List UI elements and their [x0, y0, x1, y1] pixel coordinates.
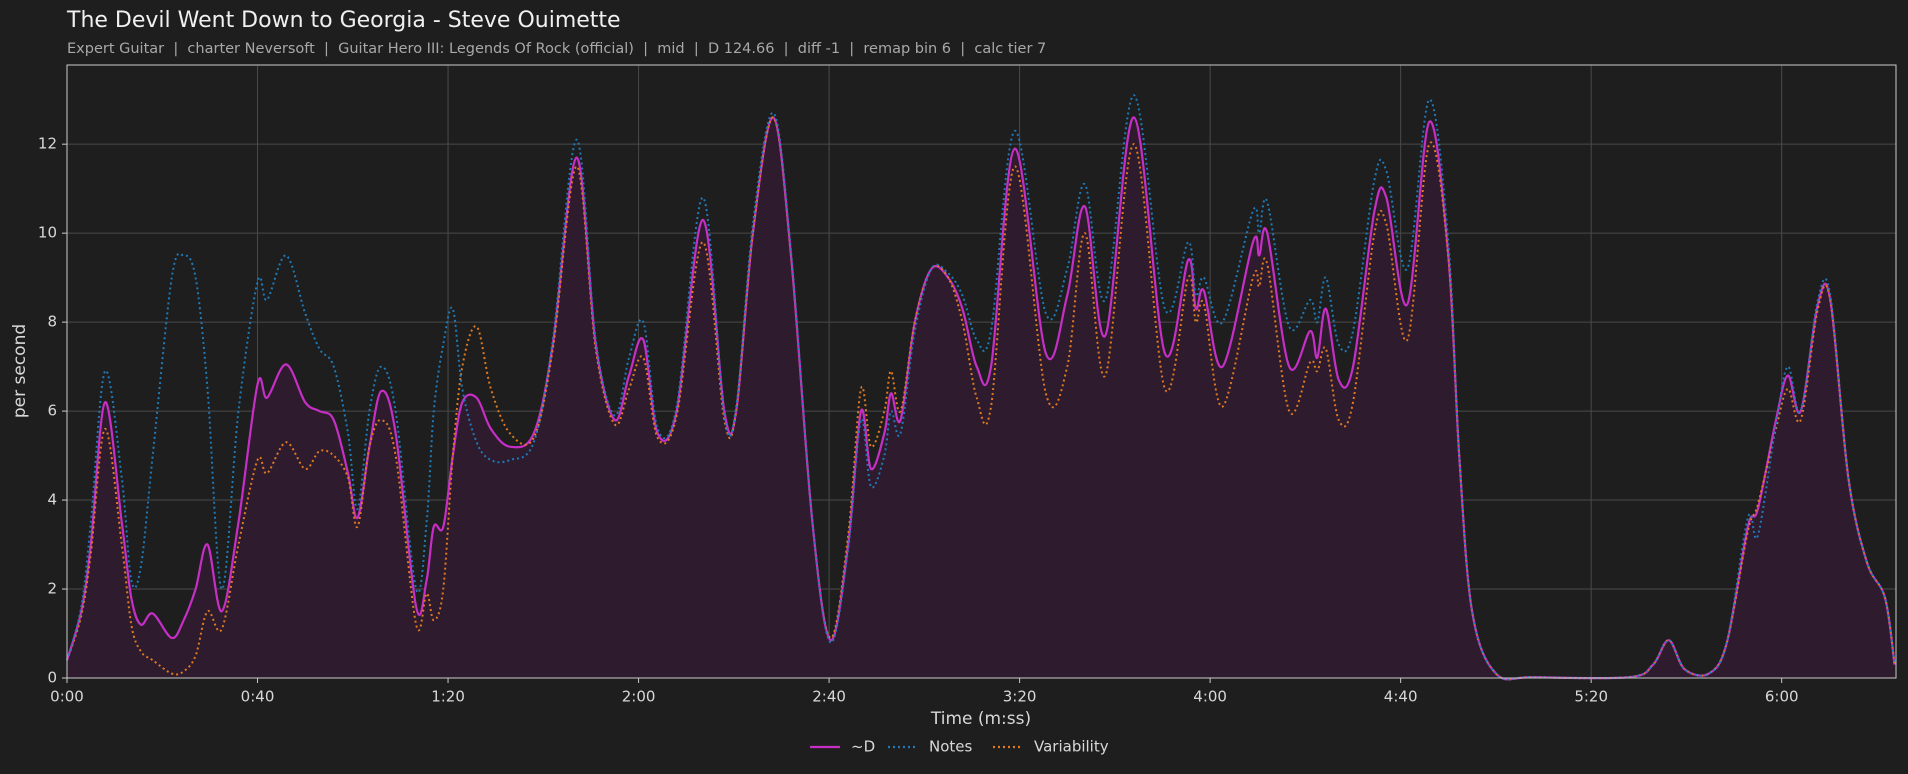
x-tick-label: 1:20 [431, 688, 465, 706]
x-tick-label: 6:00 [1765, 688, 1799, 706]
x-tick-label: 4:40 [1384, 688, 1418, 706]
x-tick-label: 0:00 [50, 688, 84, 706]
y-tick-label: 2 [47, 580, 57, 598]
chart-subtitle: Expert Guitar | charter Neversoft | Guit… [67, 41, 1046, 57]
y-tick-label: 6 [47, 402, 57, 420]
plot-frame [66, 64, 1897, 679]
legend-label: ~D [851, 738, 875, 756]
x-tick-label: 2:00 [622, 688, 656, 706]
y-tick-label: 4 [47, 491, 57, 509]
y-axis-label: per second [10, 324, 30, 418]
legend-label: Variability [1034, 738, 1109, 756]
area [67, 117, 1895, 680]
line [66, 116, 1896, 681]
chart-title: The Devil Went Down to Georgia - Steve O… [66, 8, 621, 33]
x-tick-label: 0:40 [241, 688, 275, 706]
x-tick-label: 5:20 [1574, 688, 1608, 706]
y-tick-label: 10 [38, 224, 57, 242]
y-tick-label: 12 [38, 135, 57, 153]
line [66, 94, 1896, 681]
y-tick-label: 8 [47, 313, 57, 331]
x-tick-label: 2:40 [812, 688, 846, 706]
x-tick-label: 4:00 [1193, 688, 1227, 706]
x-axis-label: Time (m:ss) [930, 709, 1031, 729]
x-tick-label: 3:20 [1003, 688, 1037, 706]
legend-label: Notes [929, 738, 973, 756]
y-tick-label: 0 [47, 669, 57, 687]
